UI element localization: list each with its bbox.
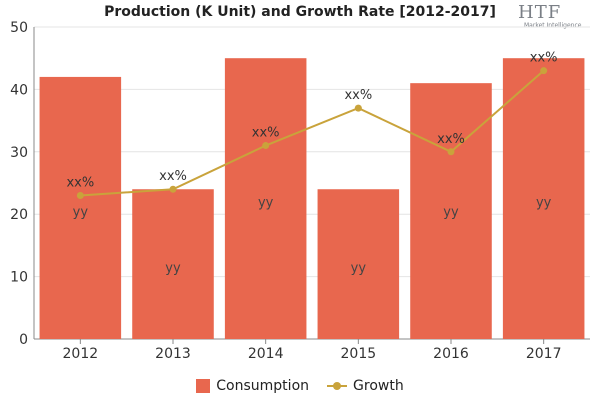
growth-point[interactable] xyxy=(354,104,362,112)
bar-consumption[interactable] xyxy=(224,58,307,339)
bar-consumption[interactable] xyxy=(132,189,214,339)
chart-title: Production (K Unit) and Growth Rate [201… xyxy=(104,4,496,20)
growth-point[interactable] xyxy=(76,191,84,199)
legend-label-growth: Growth xyxy=(353,378,404,394)
bar-data-label: yy xyxy=(443,205,459,220)
growth-point[interactable] xyxy=(262,142,270,150)
y-tick-label: 20 xyxy=(10,207,28,223)
growth-data-label: xx% xyxy=(159,169,187,184)
y-tick-label: 40 xyxy=(10,82,28,98)
growth-data-label: xx% xyxy=(66,175,94,190)
htf-logo: HTF Market Intelligence xyxy=(518,2,588,32)
bar-consumption[interactable] xyxy=(39,76,122,340)
y-tick-label: 30 xyxy=(10,145,28,161)
logo-text: HTF xyxy=(518,2,562,23)
growth-point[interactable] xyxy=(169,185,177,193)
legend-item-consumption[interactable]: Consumption xyxy=(196,378,309,394)
x-tick-label: 2014 xyxy=(248,346,284,362)
logo-subtext: Market Intelligence xyxy=(524,22,582,29)
bar-data-label: yy xyxy=(73,205,89,220)
x-tick-label: 2012 xyxy=(63,346,99,362)
bar-data-label: yy xyxy=(351,261,367,276)
legend-swatch-growth xyxy=(327,380,348,392)
growth-line xyxy=(80,69,545,197)
bar-consumption[interactable] xyxy=(410,83,492,339)
growth-data-label: xx% xyxy=(530,51,558,66)
bar-consumption[interactable] xyxy=(502,58,585,339)
x-tick-label: 2013 xyxy=(155,346,191,362)
bar-data-label: yy xyxy=(536,196,552,211)
growth-data-label: xx% xyxy=(437,132,465,147)
growth-data-label: xx% xyxy=(252,126,280,141)
x-tick-label: 2016 xyxy=(433,346,469,362)
x-tick-label: 2017 xyxy=(526,346,562,362)
y-tick-label: 10 xyxy=(10,270,28,286)
growth-data-label: xx% xyxy=(344,88,372,103)
bar-data-label: yy xyxy=(165,261,181,276)
legend-label-consumption: Consumption xyxy=(216,378,310,394)
legend: Consumption Growth xyxy=(0,378,600,394)
growth-point[interactable] xyxy=(540,67,548,75)
growth-point[interactable] xyxy=(447,148,455,156)
x-tick-label: 2015 xyxy=(341,346,377,362)
y-tick-label: 0 xyxy=(19,332,28,348)
legend-item-growth[interactable]: Growth xyxy=(327,378,404,394)
bar-consumption[interactable] xyxy=(317,189,400,339)
bar-data-label: yy xyxy=(258,196,274,211)
legend-swatch-consumption xyxy=(196,379,211,393)
y-tick-label: 50 xyxy=(10,20,28,36)
